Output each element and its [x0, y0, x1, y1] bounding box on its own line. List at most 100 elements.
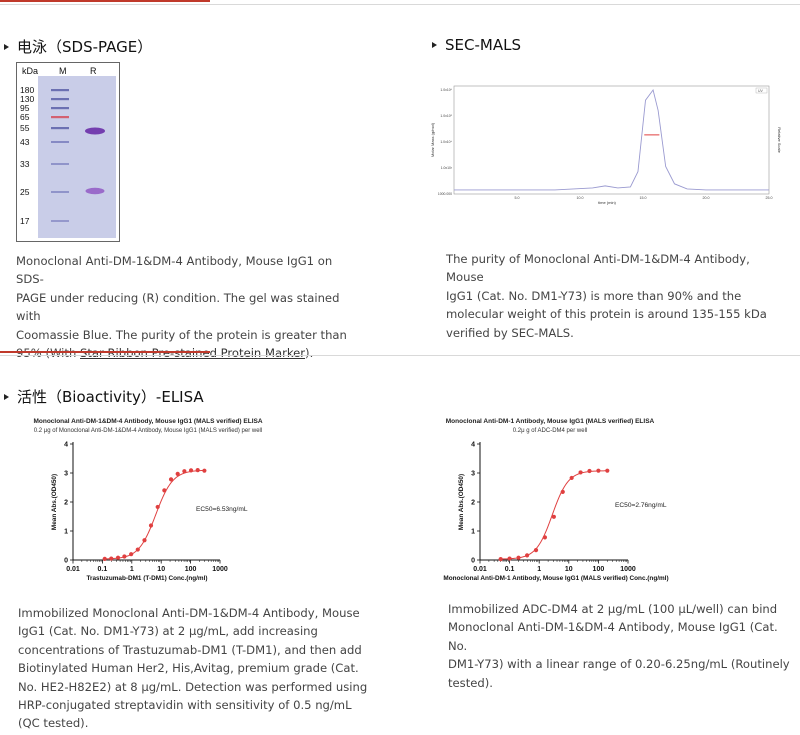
elisa-chart-title: Monoclonal Anti-DM-1&DM-4 Antibody, Mous…	[33, 418, 262, 425]
bio-divider	[0, 355, 800, 356]
secmals-y-ticks: 1.0x10⁶ 1.0x10⁵ 1.0x10⁴ 1.0x10³ 1000.000	[438, 88, 453, 196]
sds-gel-image: kDa M R 180 130 95 65 55 43 33 25 17	[16, 62, 120, 242]
elisa-data-point	[122, 554, 127, 559]
elisa-data-point	[569, 475, 574, 481]
elisa-data-point	[542, 535, 548, 540]
elisa-data-point	[102, 556, 107, 561]
secmals-x-tick-label: 25.0	[766, 196, 773, 200]
elisa-data-point	[551, 514, 556, 519]
elisa-data-point	[516, 555, 521, 560]
elisa1-desc-line: concentrations of Trastuzumab-DM1 (T-DM1…	[18, 642, 362, 657]
sds-title-text: 电泳（SDS-PAGE）	[17, 38, 153, 56]
elisa-chart-subtitle: 0.2 μg of Monoclonal Anti-DM-1&DM-4 Anti…	[34, 428, 262, 434]
gel-marker-label: 130	[20, 94, 34, 104]
elisa1-desc-line: (QC tested).	[18, 716, 89, 731]
elisa-x-tick-label: 1000	[620, 566, 636, 573]
elisa-data-point	[560, 489, 565, 494]
elisa1-desc-line: No. HE2-H82E2) at 8 μg/mL. Detection was…	[18, 679, 368, 694]
secmals-y-label-right: Relative Scale	[777, 127, 782, 153]
sds-desc-text: ).	[305, 346, 314, 361]
elisa-data-point	[155, 504, 160, 510]
secmals-x-tick-label: 5.0	[515, 196, 520, 200]
bio-accent-line	[0, 351, 210, 353]
secmals-chart: UV 1.0x10⁶1.0x10⁵1.0x10⁴1.0x10³1000.000 …	[430, 85, 782, 205]
elisa-y-tick-label: 3	[64, 471, 68, 478]
gel-marker-label: 33	[20, 159, 30, 169]
elisa-data-point	[507, 556, 512, 561]
elisa-data-point	[182, 469, 187, 474]
elisa-data-point	[148, 523, 154, 528]
secmals-x-label: time (min)	[598, 200, 616, 205]
elisa-data-point	[578, 470, 583, 475]
elisa-y-tick-label: 0	[64, 558, 68, 565]
elisa2-desc-line: Immobilized ADC-DM4 at 2 μg/mL (100 μL/w…	[448, 602, 778, 616]
elisa-data-point	[524, 553, 530, 558]
elisa-data-point	[175, 471, 180, 476]
elisa2-desc-line: DM1-Y73) with a linear range of 0.20-6.2…	[448, 657, 790, 672]
secmals-y-tick-label: 1.0x10⁶	[440, 88, 452, 92]
elisa-y-tick-label: 4	[471, 442, 475, 449]
elisa1-desc-line: Biotinylated Human Her2, His,Avitag, pre…	[18, 661, 359, 676]
secmals-section-title: SEC-MALS	[432, 36, 521, 54]
gel-marker-label: 43	[20, 137, 30, 147]
elisa-data-point	[605, 468, 610, 473]
elisa-y-label: Mean Abs.(OD450)	[458, 474, 465, 530]
secmals-title-text: SEC-MALS	[445, 36, 521, 54]
sds-desc-line: Coomassie Blue. The purity of the protei…	[16, 327, 347, 342]
elisa-fit-curve	[104, 469, 205, 560]
elisa-data-point	[188, 468, 194, 473]
secmals-y-tick-label: 1000.000	[438, 192, 452, 196]
elisa-data-point	[115, 555, 121, 560]
elisa-x-tick-label: 100	[185, 566, 197, 573]
gel-header-m: M	[59, 66, 67, 76]
marker-product-link[interactable]: Star Ribbon Pre-stained Protein Marker	[80, 346, 306, 361]
elisa-data-point	[162, 488, 167, 493]
top-accent-line	[0, 0, 210, 2]
elisa-x-tick-label: 0.1	[505, 566, 515, 573]
elisa-chart-1: Monoclonal Anti-DM-1&DM-4 Antibody, Mous…	[33, 418, 262, 582]
elisa2-desc-line: tested).	[448, 675, 493, 690]
gel-marker-label: 95	[20, 103, 30, 113]
elisa-data-point	[596, 468, 601, 473]
elisa-x-tick-label: 10	[565, 566, 573, 573]
elisa1-desc-line: IgG1 (Cat. No. DM1-Y73) at 2 μg/mL, add …	[18, 624, 318, 639]
elisa-x-tick-label: 0.1	[98, 566, 108, 573]
top-divider	[0, 4, 800, 5]
secmals-x-tick-label: 20.0	[703, 196, 710, 200]
secmals-x-ticks: 5.0 10.0 15.0 20.0 25.0	[515, 196, 773, 200]
elisa-y-tick-label: 1	[64, 529, 68, 536]
elisa-ec50-label: EC50=2.76ng/mL	[615, 502, 667, 509]
elisa-y-tick-label: 1	[471, 529, 475, 536]
gel-light-chain-band	[85, 187, 105, 195]
gel-marker-label: 55	[20, 123, 30, 133]
gel-marker-lane	[51, 89, 69, 222]
elisa-x-tick-label: 0.01	[66, 566, 80, 573]
elisa-x-label: Trastuzumab-DM1 (T-DM1) Conc.(ng/ml)	[86, 575, 207, 582]
elisa-ec50-label: EC50=6.53ng/mL	[196, 506, 248, 513]
secmals-y-tick-label: 1.0x10⁵	[440, 114, 452, 118]
gel-marker-label: 25	[20, 187, 30, 197]
elisa-y-tick-label: 3	[471, 471, 475, 478]
gel-header-r: R	[90, 66, 97, 76]
elisa-data-point	[533, 548, 539, 553]
secmals-desc-line: verified by SEC-MALS.	[446, 325, 574, 340]
elisa2-description: Immobilized ADC-DM4 at 2 μg/mL (100 μL/w…	[448, 600, 793, 692]
elisa-data-point	[202, 468, 207, 473]
elisa-x-tick-label: 10	[157, 566, 165, 573]
elisa-y-tick-label: 2	[471, 500, 475, 507]
elisa-chart-2: Monoclonal Anti-DM-1 Antibody, Mouse IgG…	[443, 418, 668, 582]
elisa-chart-title: Monoclonal Anti-DM-1 Antibody, Mouse IgG…	[446, 418, 655, 425]
elisa-data-point	[168, 477, 174, 482]
secmals-uv-trace	[454, 88, 769, 191]
elisa-data-point	[142, 538, 147, 543]
secmals-desc-line: IgG1 (Cat. No. DM1-Y73) is more than 90%…	[446, 288, 742, 303]
elisa-y-tick-label: 4	[64, 442, 68, 449]
sds-section-title: 电泳（SDS-PAGE）	[4, 36, 152, 57]
secmals-legend: UV	[758, 89, 764, 93]
secmals-y-tick-label: 1.0x10⁴	[440, 140, 452, 144]
elisa-data-point	[195, 468, 200, 473]
secmals-x-tick-label: 15.0	[640, 196, 647, 200]
elisa2-desc-line: Monoclonal Anti-DM-1&DM-4 Antibody, Mous…	[448, 620, 778, 653]
elisa-y-tick-label: 2	[64, 500, 68, 507]
elisa1-desc-line: HRP-conjugated streptavidin with sensiti…	[18, 698, 352, 713]
